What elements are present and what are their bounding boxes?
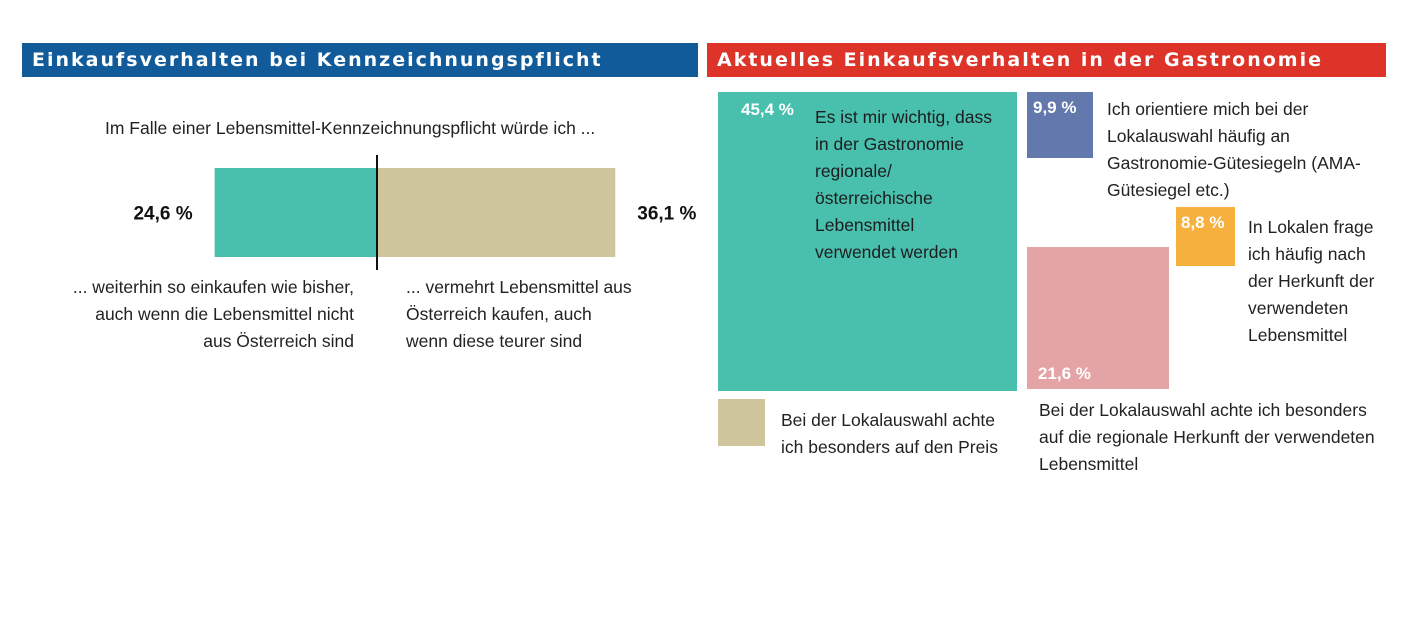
option-a-label: ... weiterhin so einkaufen wie bisher, a…: [72, 277, 354, 351]
left-diverging-bar-chart: 24,6 % 36,1 %: [133, 155, 697, 270]
teal-percentage: 45,4 %: [741, 100, 794, 119]
option-b-label: ... vermehrt Lebensmittel aus Österreich…: [406, 277, 632, 351]
left-question: Im Falle einer Lebensmittel-Kennzeichnun…: [105, 118, 596, 138]
beige-text: Bei der Lokalauswahl achte ich besonders…: [781, 410, 998, 457]
beige-tile: [718, 399, 765, 446]
pink-tile: [1027, 247, 1169, 389]
right-header: Aktuelles Einkaufsverhalten in der Gastr…: [707, 43, 1386, 77]
blue-text: Ich orientiere mich bei der Lokalauswahl…: [1107, 99, 1361, 200]
blue-percentage: 9,9 %: [1033, 98, 1077, 117]
left-header: Einkaufsverhalten bei Kennzeichnungspfli…: [22, 43, 698, 77]
pink-text: Bei der Lokalauswahl achte ich besonders…: [1039, 400, 1375, 474]
bar-option-a: [214, 168, 377, 257]
orange-text: In Lokalen frage ich häufig nach der Her…: [1248, 217, 1375, 345]
bar-option-b: [377, 168, 616, 257]
value-label-option-a: 24,6 %: [133, 204, 192, 225]
pink-percentage: 21,6 %: [1038, 364, 1091, 383]
orange-percentage: 8,8 %: [1181, 213, 1225, 232]
teal-text: Es ist mir wichtig, dass in der Gastrono…: [815, 107, 992, 262]
blue-tile: [1027, 92, 1093, 158]
teal-tile: [718, 92, 1017, 391]
orange-tile: [1176, 207, 1235, 266]
value-label-option-b: 36,1 %: [637, 204, 696, 225]
